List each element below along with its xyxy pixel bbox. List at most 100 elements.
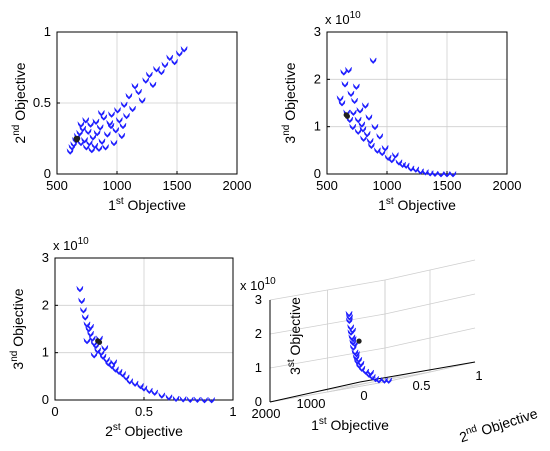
- data-point: [179, 395, 187, 403]
- data-point: [338, 99, 346, 107]
- highlight-point: [75, 135, 81, 142]
- data-point: [437, 170, 445, 178]
- axes-box: [326, 31, 508, 175]
- data-point: [341, 80, 349, 88]
- plot-2nd-vs-3rd-objective: 0 0.5 1 0 1 2 3 x 1010 2st Objective 3nd Objectiv…: [9, 236, 237, 439]
- data-point: [95, 145, 103, 152]
- data-point: [96, 124, 104, 131]
- data-point: [122, 374, 130, 381]
- data-point: [92, 118, 100, 125]
- data-point: [157, 68, 165, 76]
- x-axis-label: 1st Objective: [311, 416, 389, 433]
- data-point: [358, 121, 366, 128]
- data-point: [106, 119, 114, 127]
- data-point: [87, 323, 94, 331]
- data-point: [81, 314, 89, 321]
- data-point: [87, 121, 94, 128]
- x-axis-label: 2st Objective: [105, 422, 183, 439]
- x-tick-label: 1500: [433, 178, 462, 193]
- data-point: [395, 159, 403, 166]
- y-tick-label: 3: [314, 24, 321, 39]
- y-axis-label: 2nd Objective: [11, 62, 28, 143]
- data-point: [66, 148, 74, 155]
- data-point: [336, 95, 344, 102]
- data-point: [87, 330, 94, 338]
- data-point: [77, 139, 85, 147]
- exponent-label: x 1010: [53, 236, 89, 253]
- data-point: [372, 375, 379, 383]
- y-tick-label: 1: [475, 368, 482, 383]
- data-point: [346, 314, 353, 321]
- data-point: [356, 107, 364, 114]
- data-point: [365, 114, 373, 121]
- data-point: [103, 131, 111, 138]
- y-tick-label: 0: [42, 392, 49, 407]
- x-axis-label: 1st Objective: [108, 196, 186, 213]
- data-point: [431, 170, 439, 177]
- data-point: [371, 123, 379, 131]
- data-point: [120, 101, 128, 108]
- data-point: [119, 370, 126, 378]
- data-point: [145, 71, 153, 79]
- z-tick-label: 1: [255, 360, 262, 375]
- data-point: [77, 121, 85, 128]
- data-point: [358, 365, 366, 373]
- data-point: [103, 356, 110, 364]
- data-point: [135, 88, 142, 96]
- data-point: [88, 146, 96, 154]
- data-point: [123, 112, 130, 120]
- data-point: [138, 97, 146, 104]
- y-axis-label: 2nd Objective: [457, 404, 540, 445]
- highlight-point: [344, 113, 350, 119]
- data-point: [101, 344, 109, 352]
- data-point: [384, 154, 392, 161]
- data-point: [368, 373, 376, 381]
- data-point: [129, 105, 136, 113]
- y-tick-label: 0: [314, 166, 321, 181]
- y-axis-line: [359, 361, 476, 383]
- data-point: [108, 111, 115, 118]
- data-point: [349, 335, 357, 343]
- y-tick-label: 1: [44, 24, 51, 39]
- data-point: [369, 57, 377, 64]
- data-point: [355, 356, 363, 364]
- data-point: [351, 97, 358, 105]
- z-tick-label: 2: [255, 326, 262, 341]
- data-point: [131, 82, 139, 90]
- data-point: [357, 360, 365, 368]
- x-tick-label: 500: [316, 178, 338, 193]
- data-point: [98, 138, 106, 145]
- x-tick-label: 500: [46, 178, 68, 193]
- y-tick-label: 1: [314, 119, 321, 134]
- data-point: [107, 122, 115, 130]
- data-point: [151, 389, 158, 396]
- x-tick-label: 1000: [373, 178, 402, 193]
- data-point: [83, 321, 91, 328]
- data-point: [375, 377, 383, 384]
- data-point: [347, 90, 355, 97]
- data-point: [108, 362, 116, 370]
- data-point: [172, 395, 180, 403]
- data-point: [360, 135, 367, 142]
- x-tick-label: 2000: [223, 178, 252, 193]
- data-point: [359, 125, 367, 133]
- highlight-point: [356, 338, 362, 344]
- data-point: [367, 142, 375, 150]
- data-point: [97, 349, 105, 357]
- x-tick-label: 2000: [252, 406, 281, 421]
- x-tick-label: 1000: [103, 178, 132, 193]
- exponent-label: x 1010: [325, 10, 361, 27]
- data-point: [443, 170, 451, 178]
- data-point: [92, 342, 100, 349]
- z-tick-label: 3: [255, 292, 262, 307]
- data-point: [94, 347, 102, 354]
- data-point: [349, 344, 357, 351]
- data-point: [136, 382, 144, 390]
- y-tick-label: 1: [42, 345, 49, 360]
- data-point: [367, 369, 374, 377]
- data-point: [145, 387, 153, 394]
- data-point: [381, 144, 389, 152]
- data-point: [349, 327, 356, 334]
- data-point: [76, 129, 84, 137]
- y-tick-label: 2: [314, 71, 321, 86]
